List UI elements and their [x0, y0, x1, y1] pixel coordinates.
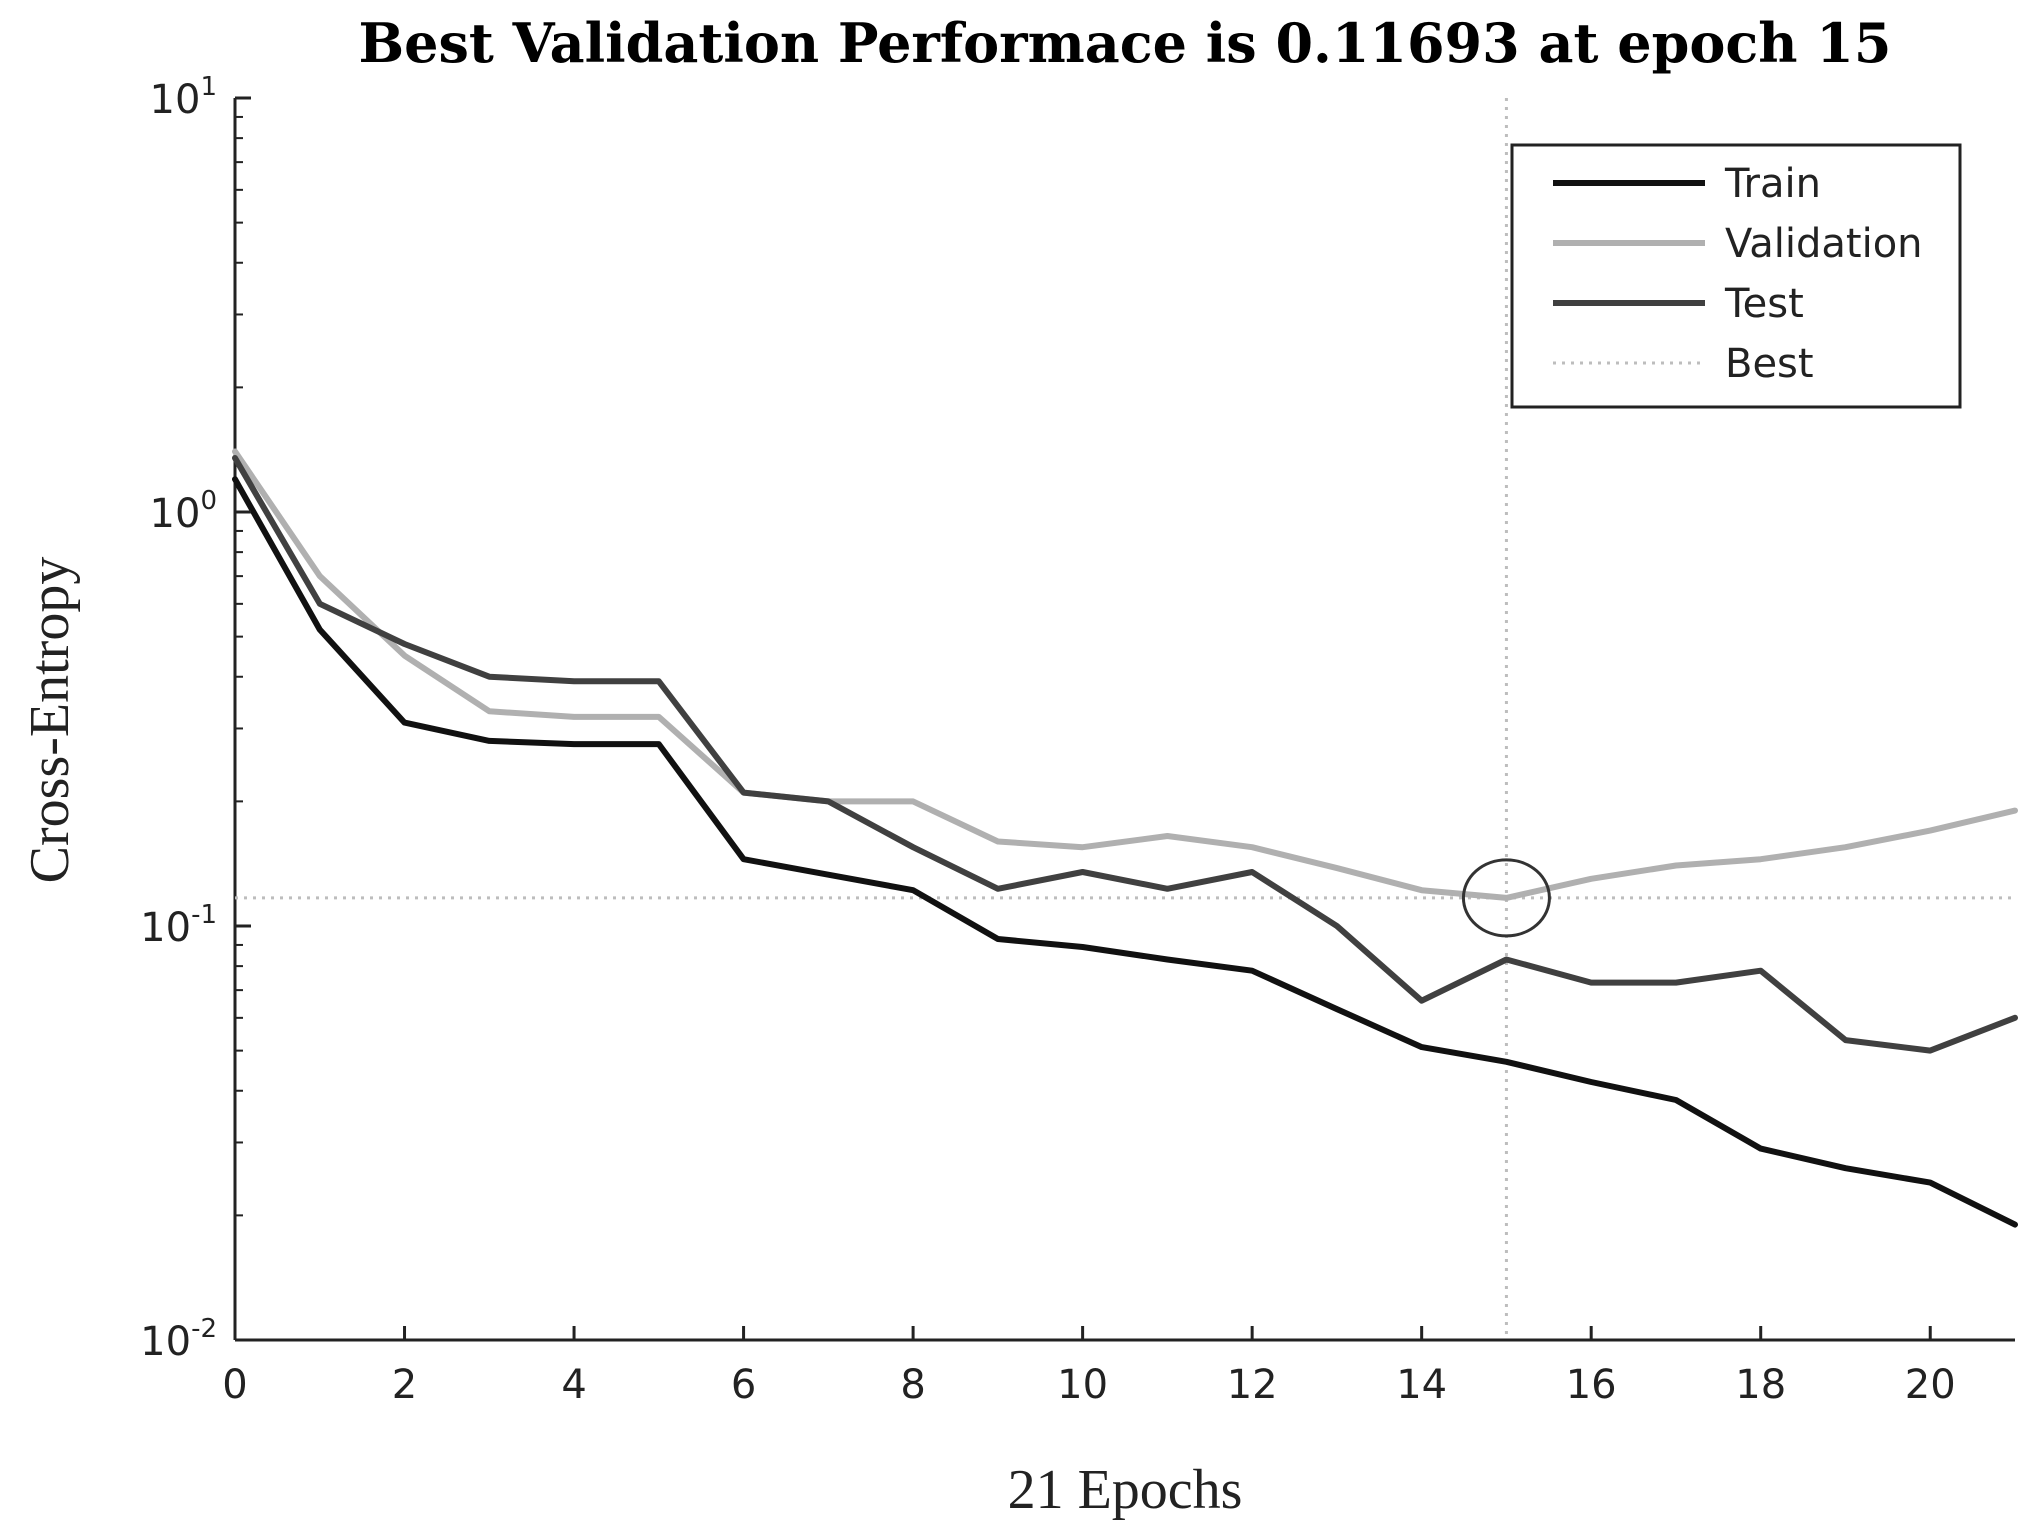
- y-tick-exponent: -2: [191, 1314, 217, 1344]
- y-tick-base: 10: [140, 905, 191, 951]
- legend-label-test: Test: [1724, 281, 1804, 327]
- series-line-test: [232, 455, 2018, 1054]
- y-tick-base: 10: [150, 77, 201, 123]
- legend-label-train: Train: [1724, 161, 1821, 207]
- y-tick-exponent: 1: [200, 72, 217, 102]
- y-tick-label: 10-1: [140, 900, 217, 951]
- y-tick-label: 101: [150, 72, 217, 123]
- x-tick-label: 4: [561, 1362, 586, 1408]
- y-tick-label: 10-2: [140, 1314, 217, 1365]
- x-tick-label: 2: [392, 1362, 417, 1408]
- best-point-marker: [1461, 858, 1551, 938]
- legend-label-validation: Validation: [1725, 221, 1923, 267]
- x-tick-label: 8: [900, 1362, 925, 1408]
- legend-entries: Train Validation Test Best: [1553, 161, 1923, 387]
- y-tick-base: 10: [140, 1319, 191, 1365]
- chart-title: Best Validation Performace is 0.11693 at…: [359, 11, 1892, 75]
- x-ticks: 0 2 4 6 8 10 12 14 16 18 20: [222, 1326, 1956, 1408]
- y-tick-exponent: 0: [200, 486, 217, 516]
- x-tick-label: 18: [1735, 1362, 1786, 1408]
- x-tick-label: 20: [1905, 1362, 1956, 1408]
- x-tick-label: 0: [222, 1362, 247, 1408]
- y-tick-label: 100: [150, 486, 217, 537]
- legend-box: [1510, 143, 1962, 409]
- x-tick-label: 6: [731, 1362, 756, 1408]
- x-tick-label: 16: [1566, 1362, 1617, 1408]
- x-tick-label: 12: [1227, 1362, 1278, 1408]
- legend: Train Validation Test Best: [1510, 143, 1962, 409]
- y-tick-exponent: -1: [191, 900, 217, 930]
- series-line-validation: [232, 448, 2018, 901]
- x-axis-label: 21 Epochs: [1008, 1459, 1243, 1520]
- y-axis-label: Cross-Entropy: [19, 557, 81, 884]
- series-group: [232, 448, 2018, 1228]
- series-line-train: [232, 476, 2018, 1228]
- x-tick-label: 14: [1396, 1362, 1447, 1408]
- legend-label-best: Best: [1725, 341, 1814, 387]
- x-tick-label: 10: [1057, 1362, 1108, 1408]
- y-tick-base: 10: [150, 491, 201, 537]
- best-marker-group: [235, 98, 2015, 1340]
